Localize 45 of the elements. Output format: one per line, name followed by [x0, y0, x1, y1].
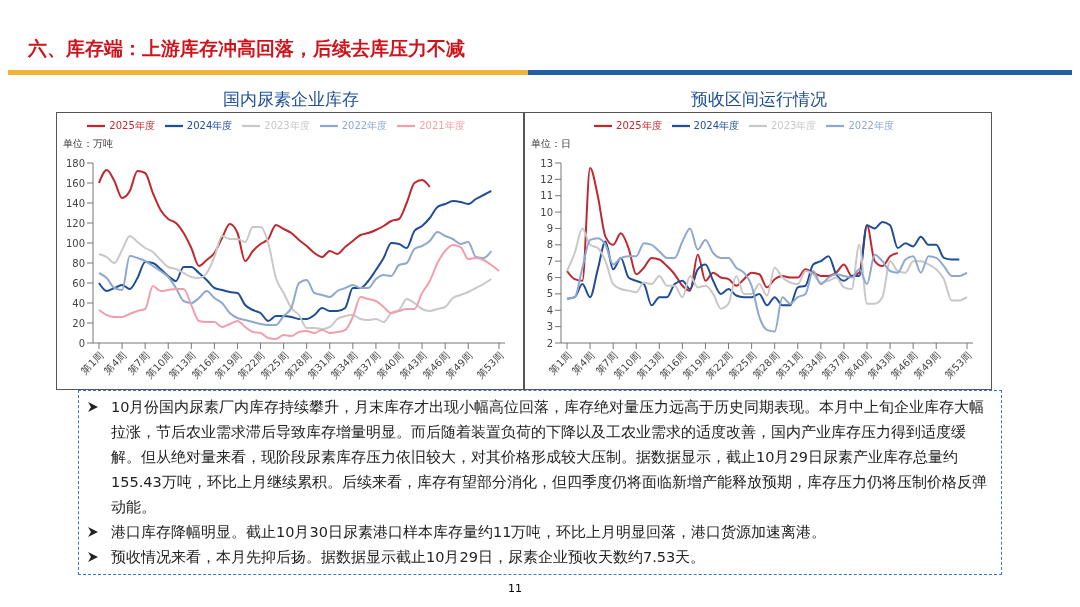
legend-label: 2025年度 [616, 120, 662, 131]
y-tick-label: 120 [65, 217, 85, 229]
line-series [566, 166, 899, 292]
line-series [98, 169, 431, 267]
legend-label: 2022年度 [341, 120, 388, 131]
y-tick-label: 3 [546, 321, 553, 333]
y-tick-label: 9 [546, 223, 553, 234]
text: 六、库存端：上游库存冲高回落，后续去库压力不减 [28, 36, 465, 61]
y-tick-label: 4 [546, 304, 553, 316]
y-tick-label: 100 [65, 237, 85, 249]
y-axis-title: 单位：日 [531, 137, 571, 151]
y-tick-label: 5 [546, 288, 553, 300]
text: 港口库存降幅明显。截止10月30日尿素港口样本库存量约11万吨，环比上月明显回落，港口货源加速离港。 [111, 523, 827, 542]
line-series [98, 244, 500, 340]
y-tick-label: 6 [546, 272, 553, 284]
y-tick-label: 7 [546, 255, 553, 267]
y-tick-label: 10 [540, 206, 553, 218]
y-tick-label: 8 [546, 239, 553, 251]
chart-title: 预收区间运行情况 [690, 88, 828, 111]
y-axis-title: 单位：万吨 [63, 137, 113, 151]
text: 11 [508, 582, 522, 595]
y-tick-label: 11 [540, 190, 553, 202]
legend-label: 2024年度 [693, 120, 739, 131]
line-series [98, 190, 493, 322]
legend-label: 2025年度 [109, 120, 155, 131]
y-tick-label: 2 [546, 337, 553, 349]
y-tick-label: 13 [540, 157, 553, 169]
y-tick-label: 60 [72, 277, 85, 289]
y-tick-label: 0 [78, 337, 85, 349]
text: 10月份国内尿素厂内库存持续攀升，月末库存才出现小幅高位回落，库存绝对量压力远高于历史同期表现。本月中上旬企业库存大幅拉涨，节后农业需求滞后导致库存增量明显。而后随着装置负荷的下降以及工农业需求的适度改善，国内产业库存压力得到适度缓解。但从绝对量来看，现阶段尿素库存压力依旧较大，对其价格形成较大压制。据数据显示，截止10月29日尿素产业库存总量约155.43万吨，环比上月继续累积。后续来看，库存有望部分消化，但四季度仍将面临新增产能释放预期，库存压力仍将压制价格反弹动能。 [111, 398, 988, 517]
legend-label: 2022年度 [848, 120, 894, 131]
chart-title: 国内尿素企业库存 [222, 88, 360, 111]
y-tick-label: 140 [65, 197, 85, 209]
x-tick-label: 第53周 [942, 349, 974, 381]
y-tick-label: 20 [72, 317, 85, 329]
line-series [566, 227, 968, 333]
y-tick-label: 180 [65, 157, 85, 169]
legend-label: 2021年度 [419, 120, 465, 131]
y-tick-label: 12 [540, 173, 553, 185]
text: 预收情况来看，本月先抑后扬。据数据显示截止10月29日，尿素企业预收天数约7.53天。 [111, 548, 706, 567]
y-tick-label: 80 [72, 257, 85, 269]
y-tick-label: 160 [65, 177, 85, 189]
y-tick-label: 40 [72, 297, 85, 309]
legend-label: 2024年度 [186, 120, 233, 131]
x-tick-label: 第53周 [474, 349, 506, 381]
